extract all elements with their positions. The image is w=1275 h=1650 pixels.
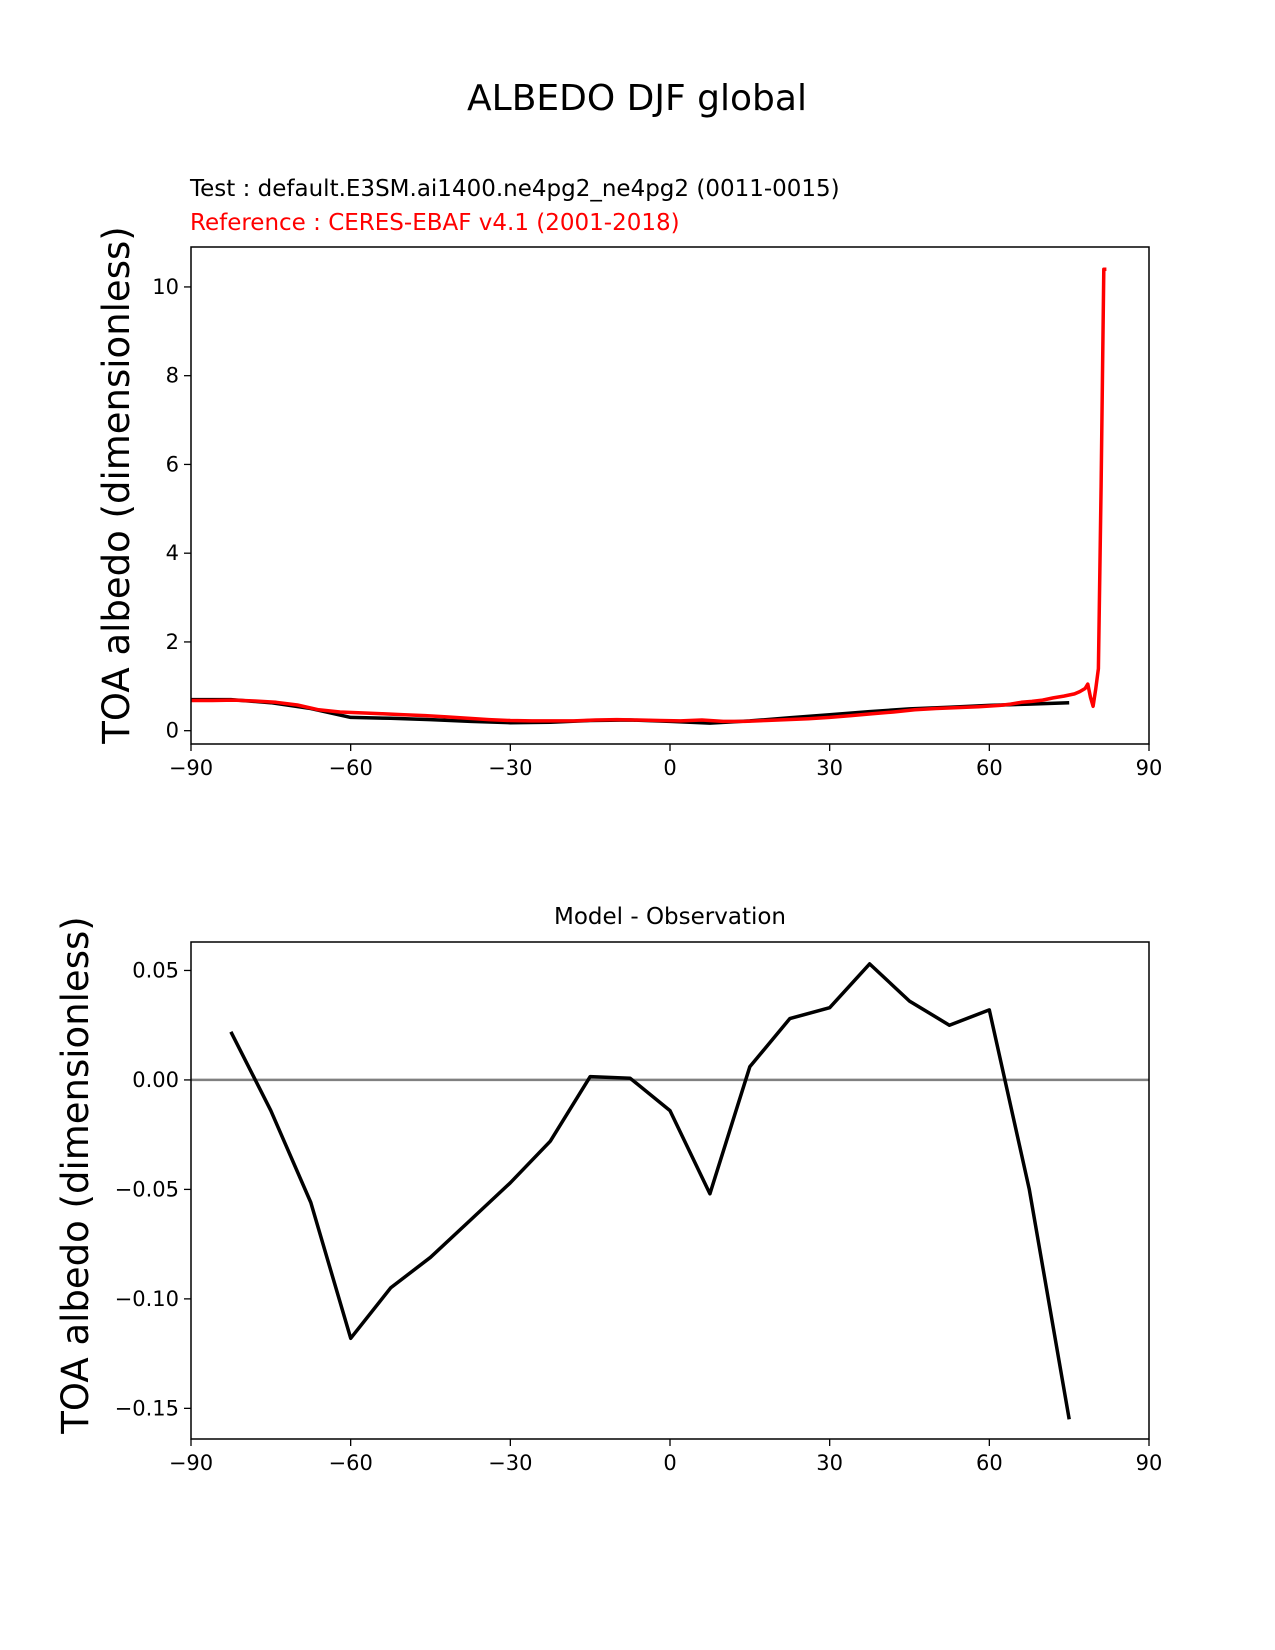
bottom-ytick-label: −0.05 — [115, 1177, 179, 1201]
bottom-series-difference — [229, 962, 1071, 1420]
top-xtick-label: 30 — [816, 756, 843, 780]
reference-label: Reference : CERES-EBAF v4.1 (2001-2018) — [190, 210, 680, 236]
bottom-title: Model - Observation — [554, 904, 786, 930]
bottom-ytick-label: 0.05 — [132, 958, 179, 982]
top-xtick-label: −30 — [488, 756, 532, 780]
top-series-reference — [191, 267, 1107, 724]
bottom-xtick-label: −30 — [488, 1451, 532, 1475]
top-panel: Test : default.E3SM.ai1400.ne4pg2_ne4pg2… — [95, 176, 1162, 780]
top-ytick-label: 0 — [166, 719, 179, 743]
top-ticks: −90 −60 −30 0 30 60 90 0 2 4 6 8 10 — [152, 275, 1162, 780]
bottom-xtick-label: 90 — [1136, 1451, 1163, 1475]
bottom-xtick-label: −60 — [329, 1451, 373, 1475]
top-ytick-label: 10 — [152, 275, 179, 299]
test-label: Test : default.E3SM.ai1400.ne4pg2_ne4pg2… — [189, 176, 840, 202]
top-plot-area — [191, 267, 1107, 725]
top-axes-frame — [190, 246, 1150, 745]
bottom-ytick-label: −0.10 — [115, 1287, 179, 1311]
top-ytick-label: 2 — [166, 630, 179, 654]
bottom-ytick-label: −0.15 — [115, 1396, 179, 1420]
top-ytick-label: 4 — [166, 541, 179, 565]
top-ytick-label: 8 — [166, 364, 179, 388]
top-ytick-label: 6 — [166, 452, 179, 476]
bottom-xtick-label: 60 — [976, 1451, 1003, 1475]
bottom-axes-frame — [190, 941, 1150, 1440]
bottom-ytick-label: 0.00 — [132, 1068, 179, 1092]
top-xtick-label: −90 — [169, 756, 213, 780]
suptitle: ALBEDO DJF global — [467, 78, 807, 119]
top-xtick-label: 0 — [663, 756, 676, 780]
bottom-panel: Model - Observation TOA albedo (dimensio… — [54, 904, 1162, 1475]
bottom-xtick-label: 30 — [816, 1451, 843, 1475]
top-ylabel: TOA albedo (dimensionless) — [95, 226, 138, 744]
bottom-xtick-label: 0 — [663, 1451, 676, 1475]
top-xtick-label: −60 — [329, 756, 373, 780]
bottom-ylabel: TOA albedo (dimensionless) — [54, 916, 97, 1434]
bottom-ticks: −90 −60 −30 0 30 60 90 0.05 0.00 −0.05 −0.10 −0.15 — [115, 958, 1163, 1475]
bottom-xtick-label: −90 — [169, 1451, 213, 1475]
top-xtick-label: 90 — [1136, 756, 1163, 780]
bottom-plot-area — [191, 962, 1149, 1420]
top-xtick-label: 60 — [976, 756, 1003, 780]
